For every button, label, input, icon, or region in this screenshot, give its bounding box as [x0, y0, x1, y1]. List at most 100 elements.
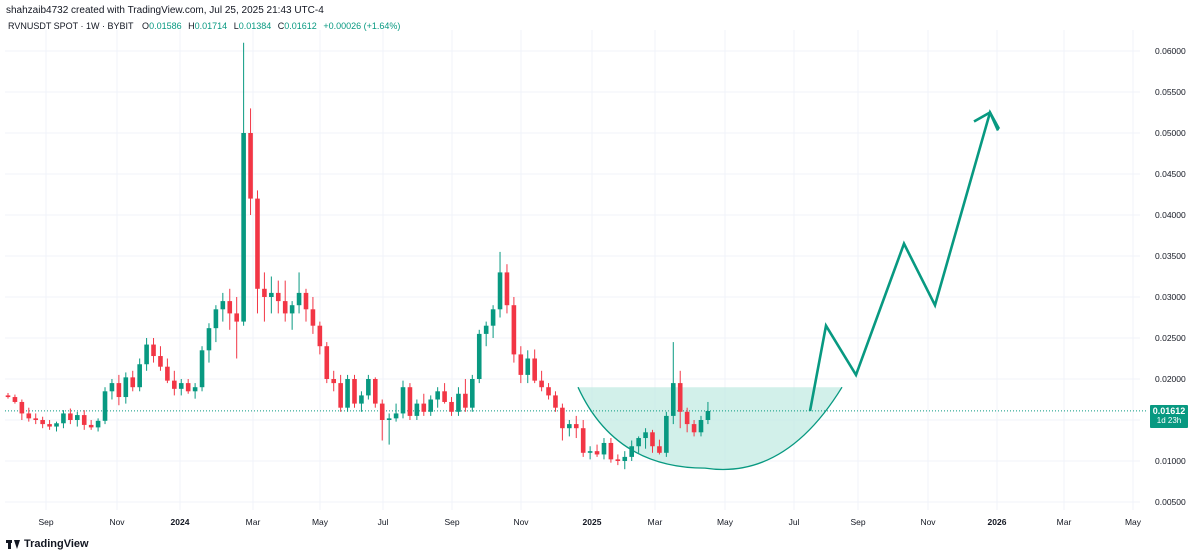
candle-body [317, 325, 323, 347]
y-axis-tick-label: 0.04500 [1155, 169, 1186, 179]
candle [33, 413, 39, 425]
candle-body [282, 301, 288, 314]
candle [677, 370, 683, 429]
candle-body [227, 301, 233, 314]
candle-body [539, 380, 544, 388]
last-price-tag: 0.01612 1d 23h [1150, 405, 1188, 428]
candle [532, 349, 537, 384]
candle-body [525, 358, 531, 375]
candle-body [705, 410, 711, 420]
candle-body [553, 395, 558, 408]
candle [400, 380, 406, 419]
x-axis-tick-label: 2025 [583, 517, 602, 527]
candle [608, 438, 614, 463]
candle [130, 370, 136, 392]
candle-body [518, 354, 524, 375]
candle [691, 420, 697, 437]
candle-body [421, 403, 427, 412]
x-axis-tick-label: Sep [444, 517, 459, 527]
candle-body [255, 198, 260, 289]
low-label: L [233, 21, 239, 31]
candle-body [192, 387, 198, 392]
tradingview-footer[interactable]: TradingView [6, 538, 89, 550]
candle-body [449, 401, 454, 412]
candle [102, 387, 108, 425]
y-axis-tick-label: 0.01000 [1155, 456, 1186, 466]
x-axis-tick-label: Mar [648, 517, 663, 527]
ohlc-legend: RVNUSDT SPOT · 1W · BYBIT O0.01586 H0.01… [8, 21, 404, 31]
x-axis: Sep Nov 2024 Mar May Jul Sep Nov 2025 Mar May Jul Se… [38, 517, 1141, 527]
candle [372, 377, 378, 408]
candle [199, 346, 205, 392]
candle-body [664, 415, 669, 453]
projection-arrow [808, 109, 1001, 412]
candle-body [61, 413, 66, 424]
candle-body [234, 313, 239, 322]
close-value: 0.01612 [284, 21, 317, 31]
candle [317, 321, 323, 355]
candle [338, 374, 343, 412]
candle [158, 346, 163, 371]
change-value: +0.00026 (+1.64%) [323, 21, 401, 31]
candle-body [372, 379, 378, 404]
candle [670, 342, 676, 425]
candle [345, 374, 350, 412]
candle-body [5, 395, 11, 398]
candle-body [587, 451, 593, 453]
candle [296, 272, 302, 314]
candle [567, 420, 572, 437]
candle-body [248, 133, 253, 199]
candle-body [414, 403, 420, 416]
candle-body [483, 325, 489, 334]
candle-body [594, 451, 600, 455]
candle-body [199, 350, 205, 388]
x-axis-tick-label: May [312, 517, 329, 527]
candle-body [684, 411, 690, 425]
candle [504, 264, 510, 314]
candle [580, 420, 586, 457]
candle [664, 411, 669, 457]
candle [324, 342, 330, 384]
candle [539, 370, 544, 392]
candle [456, 387, 461, 416]
y-axis-tick-label: 0.02500 [1155, 333, 1186, 343]
x-axis-tick-label: Mar [1057, 517, 1072, 527]
candle-body [400, 387, 406, 414]
candle-body [643, 432, 648, 439]
candle [269, 276, 274, 314]
candle [594, 444, 600, 457]
candle-body [75, 415, 80, 420]
candle-body [511, 305, 517, 355]
cup-curve [577, 386, 843, 471]
candle-body [296, 292, 302, 306]
candle [206, 323, 212, 363]
candle [61, 410, 66, 429]
x-axis-tick-label: Nov [513, 517, 529, 527]
candle-body [435, 391, 440, 400]
y-axis: 0.06000 0.05500 0.05000 0.04500 0.04000 0.035… [1155, 46, 1186, 507]
candle [629, 440, 634, 461]
arrow-head-icon [973, 110, 1000, 132]
candle-body [81, 415, 87, 425]
candles [5, 42, 711, 470]
candle [393, 403, 399, 422]
candle [234, 297, 239, 359]
candle-body [428, 399, 434, 412]
candle [359, 391, 364, 412]
candle-body [303, 292, 309, 310]
footer-brand: TradingView [24, 538, 89, 550]
candle [511, 297, 517, 363]
candle-body [262, 288, 267, 297]
candle-body [88, 424, 94, 428]
candle [615, 454, 621, 466]
candle-body [670, 383, 676, 416]
candle-body [345, 379, 350, 408]
candle [185, 379, 191, 394]
candle [421, 393, 427, 416]
candle [19, 399, 25, 420]
candle [137, 358, 142, 392]
x-axis-tick-label: Jul [789, 517, 800, 527]
candle-body [504, 272, 510, 306]
candle-body [185, 383, 191, 392]
